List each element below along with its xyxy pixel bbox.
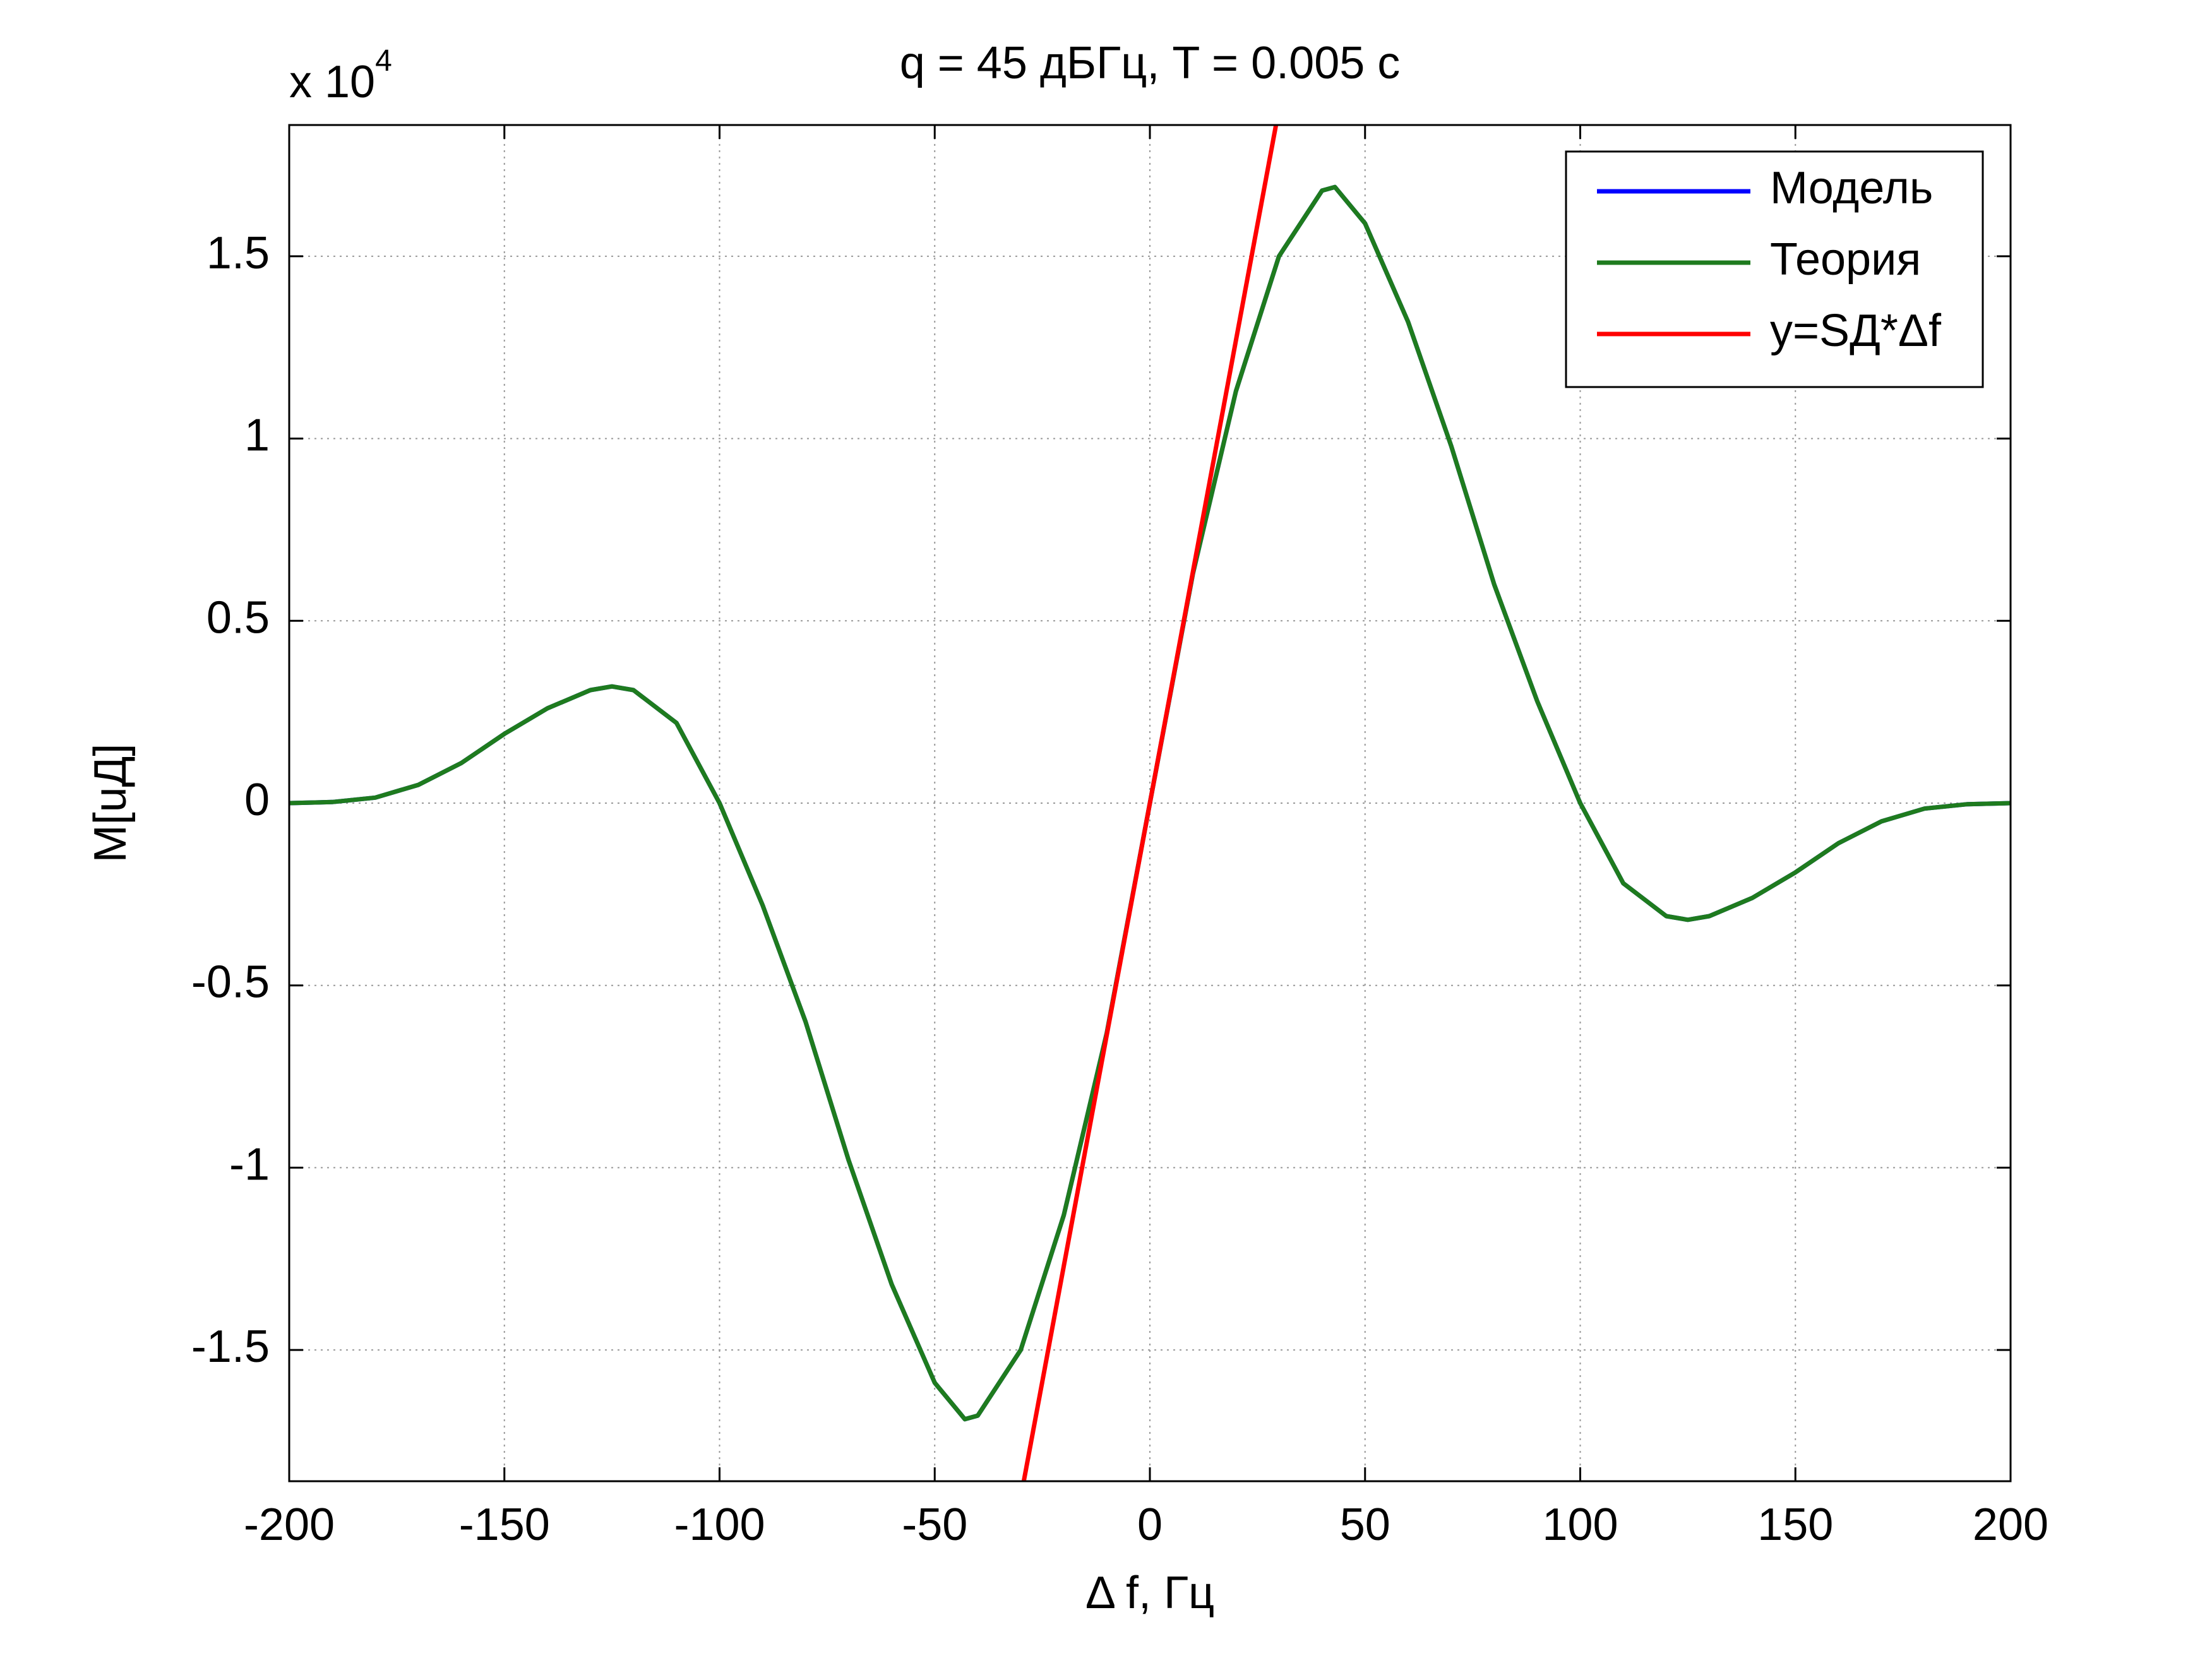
series-line: [1021, 125, 1279, 1481]
x-tick-label: -100: [674, 1500, 765, 1550]
axes-frame: [288, 124, 2012, 1482]
x-tick-label: 150: [1757, 1500, 1833, 1550]
legend-label: Модель: [1770, 163, 1933, 213]
y-tick-label: -1: [229, 1139, 270, 1190]
y-tick-label: 0.5: [206, 592, 270, 643]
x-tick-label: -150: [459, 1500, 550, 1550]
chart-title: q = 45 дБГц, T = 0.005 с: [900, 38, 1401, 88]
y-tick-label: -0.5: [191, 957, 270, 1008]
y-tick-label: 0: [244, 775, 270, 825]
y-tick-label: 1: [244, 410, 270, 461]
y-tick-label: -1.5: [191, 1321, 270, 1372]
x-tick-label: -200: [244, 1500, 335, 1550]
x-tick-label: 50: [1340, 1500, 1390, 1550]
x-axis-label: Δ f, Гц: [1085, 1568, 1214, 1618]
multiplier: x 104: [289, 44, 392, 107]
legend-label: Теория: [1770, 234, 1921, 285]
y-tick-label: 1.5: [206, 228, 270, 278]
multiplier-base: x 10: [289, 57, 375, 107]
x-tick-label: -50: [902, 1500, 967, 1550]
y-axis-label: M[uД]: [85, 744, 136, 863]
plot: [289, 125, 2011, 1481]
x-tick-label: 0: [1137, 1500, 1163, 1550]
multiplier-exponent: 4: [375, 44, 392, 78]
x-tick-label: 200: [1973, 1500, 2048, 1550]
legend-label: y=SД*Δf: [1770, 306, 1942, 356]
x-tick-label: 100: [1542, 1500, 1618, 1550]
legend: Модель Теория y=SД*Δf: [1565, 150, 1984, 388]
